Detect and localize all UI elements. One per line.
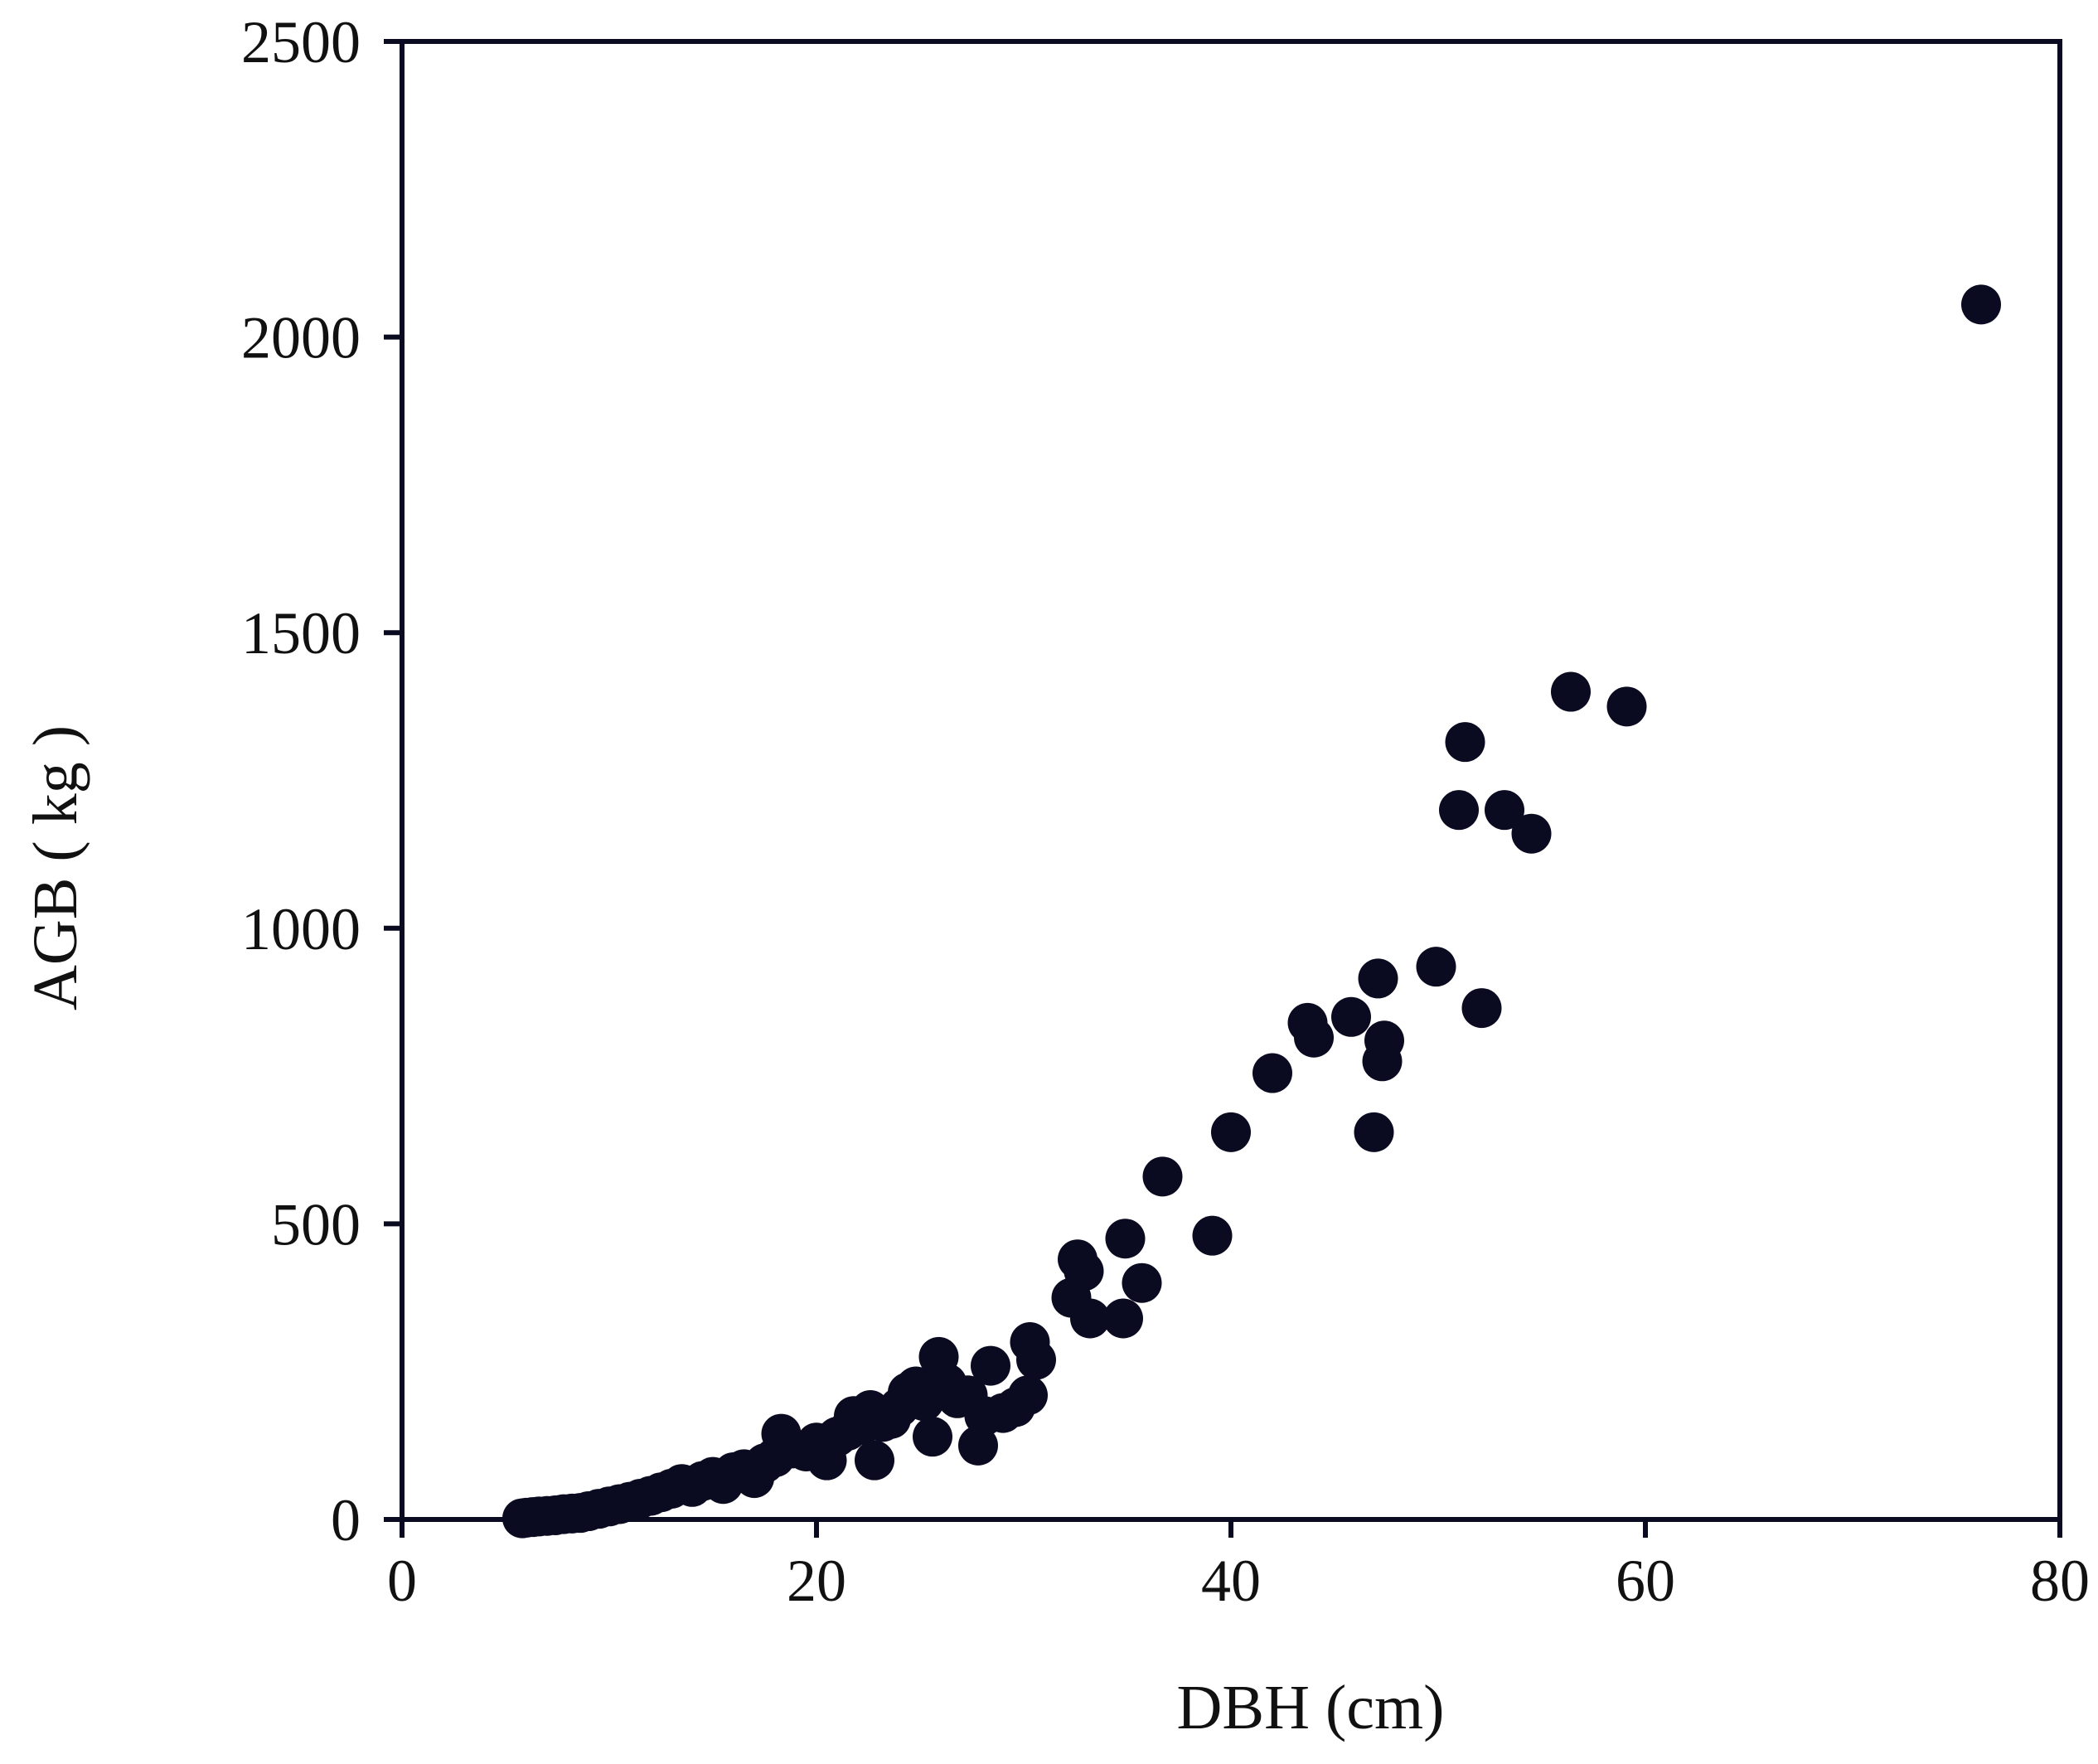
data-point [1439,790,1479,831]
data-point [855,1440,894,1480]
y-tick-label: 500 [271,1191,361,1258]
x-tick-label: 20 [787,1548,846,1614]
plot-frame [400,39,2062,1522]
data-point [1142,1156,1183,1197]
y-axis-title: AGB ( kg ) [21,725,90,1010]
data-point [1416,947,1456,987]
y-tick-label: 2000 [241,305,361,371]
x-tick-label: 0 [387,1548,417,1614]
data-point [1253,1053,1292,1093]
data-point [1606,686,1647,727]
data-point [1064,1251,1104,1292]
data-point [1294,1017,1334,1058]
data-point [1331,996,1371,1037]
y-tick-label: 0 [331,1487,361,1553]
data-point [1354,1112,1394,1152]
data-point [1008,1375,1048,1416]
data-point [1192,1215,1233,1256]
y-tick-label: 1000 [241,896,361,962]
data-point [1445,722,1485,763]
data-point [1122,1262,1162,1303]
data-point [1461,988,1502,1029]
x-tick-label: 80 [2030,1548,2090,1614]
x-tick-label: 60 [1616,1548,1675,1614]
data-point [913,1417,952,1457]
data-point [1211,1112,1251,1152]
x-axis-ticks: 0 20 40 60 80 [387,1519,2090,1614]
data-points [502,284,2001,1539]
data-point [1070,1298,1110,1339]
data-point [1485,790,1524,831]
data-point [958,1425,998,1466]
data-point [1511,813,1552,854]
axis-frame [400,39,2062,1522]
data-point [1105,1219,1146,1259]
data-point [1358,958,1398,999]
data-point [1016,1340,1056,1380]
data-point [971,1345,1010,1386]
data-point [1364,1020,1404,1061]
y-tick-label: 2500 [241,9,361,75]
x-tick-label: 40 [1201,1548,1261,1614]
x-axis-title: DBH (cm) [1177,1673,1445,1742]
y-tick-label: 1500 [241,600,361,666]
data-point [1961,284,2001,325]
y-axis-ticks: 0 500 1000 1500 2000 2500 [241,9,402,1553]
data-point [1551,671,1591,712]
data-point [1103,1298,1143,1339]
